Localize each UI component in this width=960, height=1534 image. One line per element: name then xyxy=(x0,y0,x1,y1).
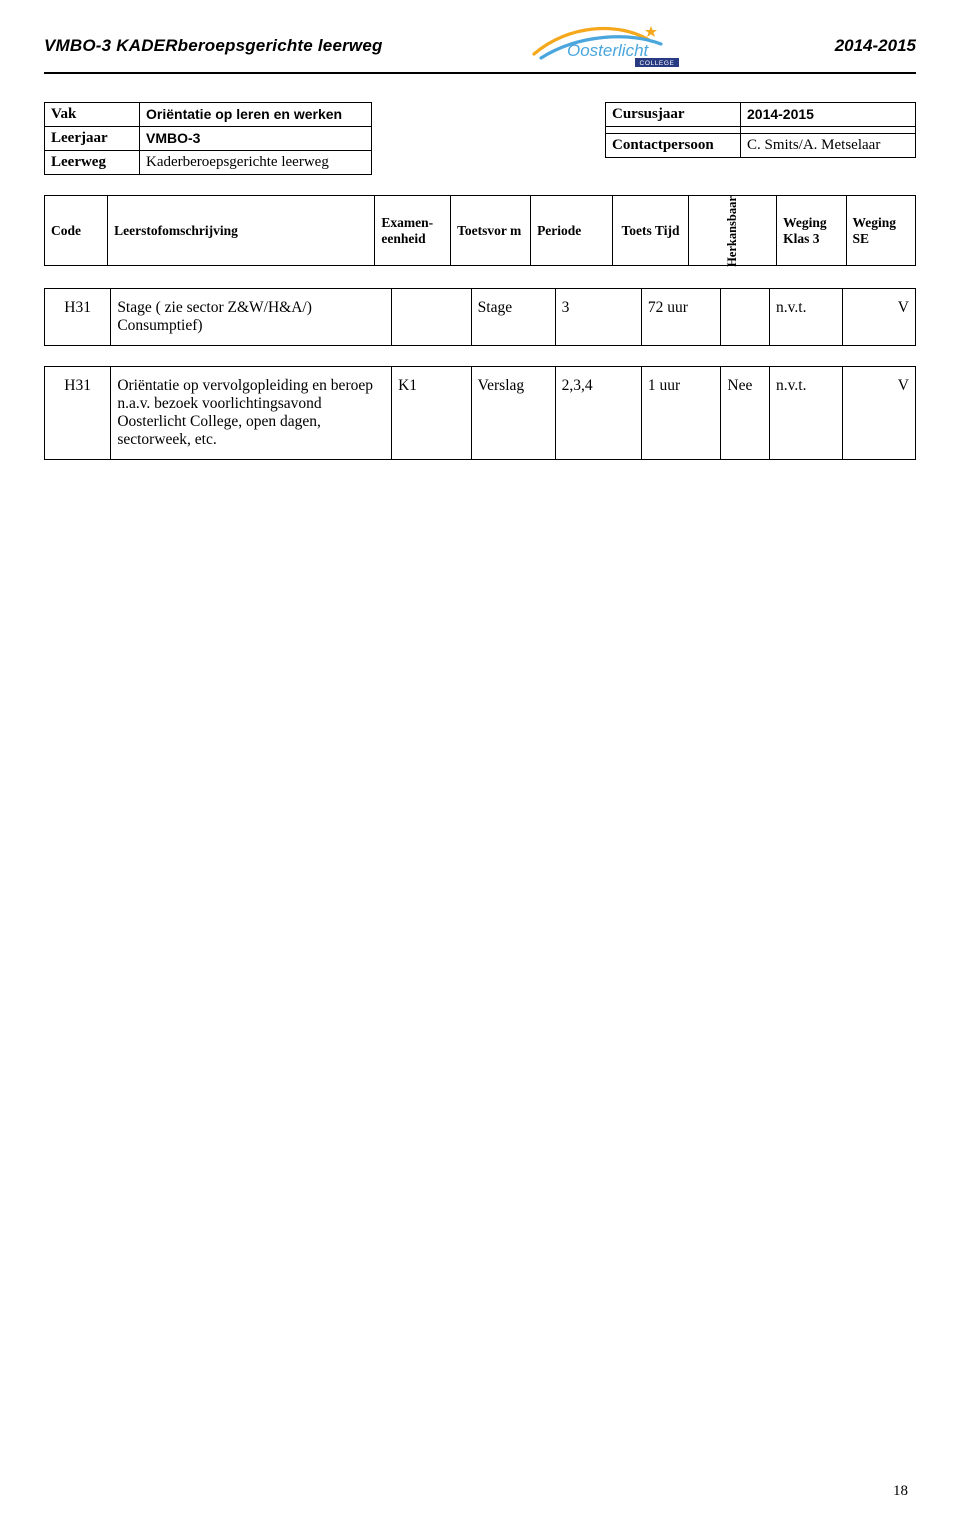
col-exam: Examen-eenheid xyxy=(375,196,451,266)
info-section: Vak Oriëntatie op leren en werken Leerja… xyxy=(44,102,916,175)
cell-exam: K1 xyxy=(392,367,472,460)
logo: Oosterlicht COLLEGE xyxy=(529,20,689,68)
cell-wse: V xyxy=(842,367,915,460)
cell-w3: n.v.t. xyxy=(770,367,843,460)
header-right-year: 2014-2015 xyxy=(835,36,916,56)
cell-tijd: 1 uur xyxy=(641,367,721,460)
info-label: Contactpersoon xyxy=(606,134,741,158)
cell-code: H31 xyxy=(45,367,111,460)
page-number: 18 xyxy=(893,1483,908,1500)
cell-code: H31 xyxy=(45,289,111,346)
info-label: Cursusjaar xyxy=(606,103,741,127)
data-row-2: H31 Oriëntatie op vervolgopleiding en be… xyxy=(44,366,916,460)
cell-herk: Nee xyxy=(721,367,770,460)
cell-exam xyxy=(392,289,472,346)
col-wse: Weging SE xyxy=(846,196,915,266)
col-herk-label: Herkansbaar xyxy=(725,196,740,267)
info-value: VMBO-3 xyxy=(140,127,372,151)
cell-vorm: Stage xyxy=(471,289,555,346)
cell-period: 2,3,4 xyxy=(555,367,641,460)
cell-leer: Stage ( zie sector Z&W/H&A/) Consumptief… xyxy=(111,289,392,346)
col-code: Code xyxy=(45,196,108,266)
cell-vorm: Verslag xyxy=(471,367,555,460)
col-w3: Weging Klas 3 xyxy=(777,196,846,266)
col-period: Periode xyxy=(531,196,613,266)
col-herk: Herkansbaar xyxy=(688,196,776,266)
info-label: Leerjaar xyxy=(45,127,140,151)
info-value: Kaderberoepsgerichte leerweg xyxy=(140,151,372,175)
page-header: VMBO-3 KADERberoepsgerichte leerweg Oost… xyxy=(44,22,916,70)
info-label: Leerweg xyxy=(45,151,140,175)
info-value: Oriëntatie op leren en werken xyxy=(140,103,372,127)
info-left-table: Vak Oriëntatie op leren en werken Leerja… xyxy=(44,102,372,175)
data-row-1: H31 Stage ( zie sector Z&W/H&A/) Consump… xyxy=(44,288,916,346)
svg-text:COLLEGE: COLLEGE xyxy=(639,60,674,67)
col-vorm: Toetsvor m xyxy=(451,196,531,266)
cell-period: 3 xyxy=(555,289,641,346)
info-value: 2014-2015 xyxy=(741,103,916,127)
svg-text:Oosterlicht: Oosterlicht xyxy=(567,41,650,60)
header-left-title: VMBO-3 KADERberoepsgerichte leerweg xyxy=(44,36,383,56)
info-right-table: Cursusjaar 2014-2015 Contactpersoon C. S… xyxy=(605,102,916,158)
cell-tijd: 72 uur xyxy=(641,289,721,346)
cell-wse: V xyxy=(842,289,915,346)
column-header-table: Code Leerstofomschrijving Examen-eenheid… xyxy=(44,195,916,266)
col-leer: Leerstofomschrijving xyxy=(108,196,375,266)
cell-w3: n.v.t. xyxy=(770,289,843,346)
info-label: Vak xyxy=(45,103,140,127)
cell-leer: Oriëntatie op vervolgopleiding en beroep… xyxy=(111,367,392,460)
info-value xyxy=(741,127,916,134)
header-divider xyxy=(44,72,916,74)
cell-herk xyxy=(721,289,770,346)
info-value: C. Smits/A. Metselaar xyxy=(741,134,916,158)
info-label xyxy=(606,127,741,134)
col-tijd: Toets Tijd xyxy=(613,196,689,266)
